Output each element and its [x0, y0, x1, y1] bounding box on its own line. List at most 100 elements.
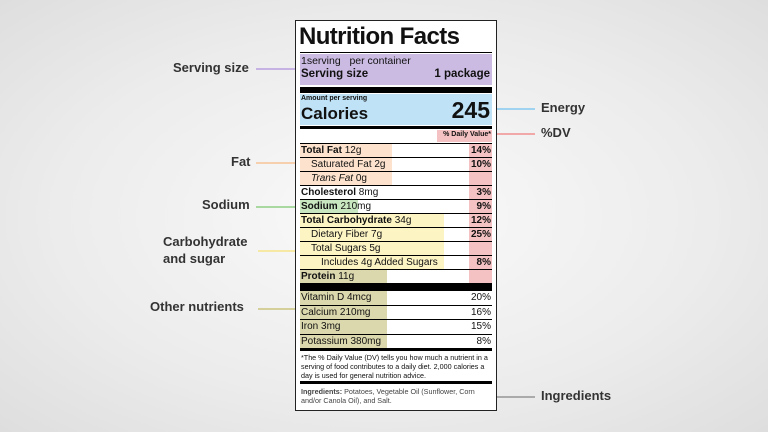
annotation: Energy [541, 100, 586, 115]
daily-value: 8% [476, 257, 491, 268]
nutrient-name: Iron [301, 321, 319, 332]
ingredients: Ingredients: Potatoes, Vegetable Oil (Su… [301, 387, 489, 405]
connector [256, 206, 300, 208]
nutrient-label: Potassium 380mg [301, 335, 381, 348]
rule [300, 87, 492, 93]
nutrient-name: Saturated Fat [311, 159, 372, 170]
connector [495, 396, 535, 398]
nutrient-label: Iron 3mg [301, 320, 340, 333]
nutrient-amount: 380mg [350, 335, 382, 347]
nutrient-amount: 0g [355, 173, 367, 184]
annotation: Fat [231, 154, 251, 169]
nutrient-amount: 210mg [340, 201, 372, 212]
ingredients-label: Ingredients: [301, 387, 343, 396]
nutrient-label: Vitamin D 4mcg [301, 291, 371, 304]
serving-size-label: Serving size [301, 68, 369, 80]
highlight [300, 143, 392, 185]
nutrient-label: Total Carbohydrate 34g [301, 214, 411, 227]
ingredients-text: Potatoes, Vegetable Oil (Sunflower, Corn… [301, 387, 475, 405]
nutrient-label: Sodium 210mg [301, 200, 371, 213]
daily-value: 10% [470, 159, 491, 170]
nutrient-name: Vitamin D [301, 292, 345, 303]
nutrient-row: Protein 11g [300, 269, 492, 283]
nutrient-amount: 8mg [358, 187, 379, 198]
daily-value: 8% [476, 335, 491, 347]
calories-value: 245 [451, 97, 490, 123]
daily-value: 16% [470, 306, 491, 318]
serving-size-value: 1 package [434, 68, 490, 80]
rule [300, 52, 492, 53]
annotation: Sodium [202, 197, 250, 212]
nutrient-amount: 210mg [339, 306, 371, 318]
daily-value: 14% [470, 145, 491, 156]
title: Nutrition Facts [299, 23, 460, 50]
annotation: and sugar [163, 251, 226, 266]
nutrient-label: Total Fat 12g [301, 144, 361, 157]
connector [490, 133, 535, 135]
nutrient-name: Calcium [301, 306, 338, 318]
nutrient-label: Saturated Fat 2g [311, 158, 386, 171]
nutrient-row: Total Fat 12g 14% [300, 143, 492, 157]
connector [256, 68, 296, 70]
nutrient-amount: 3mg [321, 321, 341, 332]
rule [300, 126, 492, 129]
annotation: Ingredients [541, 388, 612, 403]
nutrient-name: Trans Fat [311, 173, 354, 184]
amount-per-serving: Amount per serving [301, 95, 368, 102]
footnote: *The % Daily Value (DV) tells you how mu… [301, 353, 488, 380]
daily-value: 9% [476, 201, 491, 212]
rule [300, 381, 492, 384]
daily-value: 20% [470, 292, 491, 303]
nutrient-name: Total Carbohydrate [301, 215, 392, 226]
dv-header: % Daily Value* [443, 131, 491, 138]
servings: 1serving per container [301, 55, 411, 67]
nutrient-row: Vitamin D 4mcg 20% [300, 290, 492, 304]
nutrient-name: Cholesterol [301, 187, 357, 198]
highlight [437, 130, 492, 142]
nutrient-row: Total Sugars 5g [300, 241, 492, 255]
connector [256, 162, 300, 164]
nutrient-row: Sodium 210mg 9% [300, 199, 492, 213]
calories-label: Calories [301, 104, 369, 123]
nutrient-row: Trans Fat 0g [300, 171, 492, 185]
annotation: %DV [541, 125, 571, 140]
rule [300, 348, 492, 351]
nutrient-amount: 4mcg [346, 292, 372, 303]
daily-value: 3% [476, 187, 491, 198]
nutrient-label: Trans Fat 0g [311, 172, 367, 185]
rule [300, 283, 492, 290]
nutrient-name: Includes 4g Added Sugars [321, 257, 438, 268]
highlight [300, 94, 492, 125]
nutrient-amount: 12g [344, 145, 362, 156]
connector [258, 308, 300, 310]
nutrient-row: Cholesterol 8mg 3% [300, 185, 492, 199]
nutrient-label: Cholesterol 8mg [301, 186, 378, 199]
nutrient-row: Potassium 380mg 8% [300, 333, 492, 348]
nutrient-name: Potassium [301, 335, 348, 347]
connector [495, 108, 535, 110]
nutrient-label: Calcium 210mg [301, 306, 370, 319]
nutrition-label: Nutrition Facts 1serving per container S… [295, 20, 497, 411]
nutrient-name: Total Fat [301, 145, 342, 156]
highlight [300, 269, 387, 349]
nutrient-label: Total Sugars 5g [311, 242, 381, 255]
annotation: Other nutrients [150, 299, 244, 314]
nutrient-row: Iron 3mg 15% [300, 319, 492, 333]
nutrient-name: Sodium [301, 201, 338, 212]
nutrient-name: Total Sugars [311, 243, 367, 254]
daily-value: 15% [470, 321, 491, 332]
nutrient-row: Total Carbohydrate 34g 12% [300, 213, 492, 227]
connector [258, 250, 300, 252]
nutrient-row: Saturated Fat 2g 10% [300, 157, 492, 171]
nutrient-row: Includes 4g Added Sugars 8% [300, 255, 492, 269]
annotation: Carbohydrate [163, 234, 248, 249]
nutrient-row: Calcium 210mg 16% [300, 304, 492, 319]
nutrient-row: Dietary Fiber 7g 25% [300, 227, 492, 241]
nutrient-amount: 5g [369, 243, 381, 254]
highlight [300, 199, 358, 213]
nutrient-label: Dietary Fiber 7g [311, 228, 382, 241]
nutrient-name: Dietary Fiber [311, 229, 369, 240]
nutrient-label: Protein 11g [301, 270, 354, 283]
nutrient-amount: 2g [374, 159, 386, 170]
